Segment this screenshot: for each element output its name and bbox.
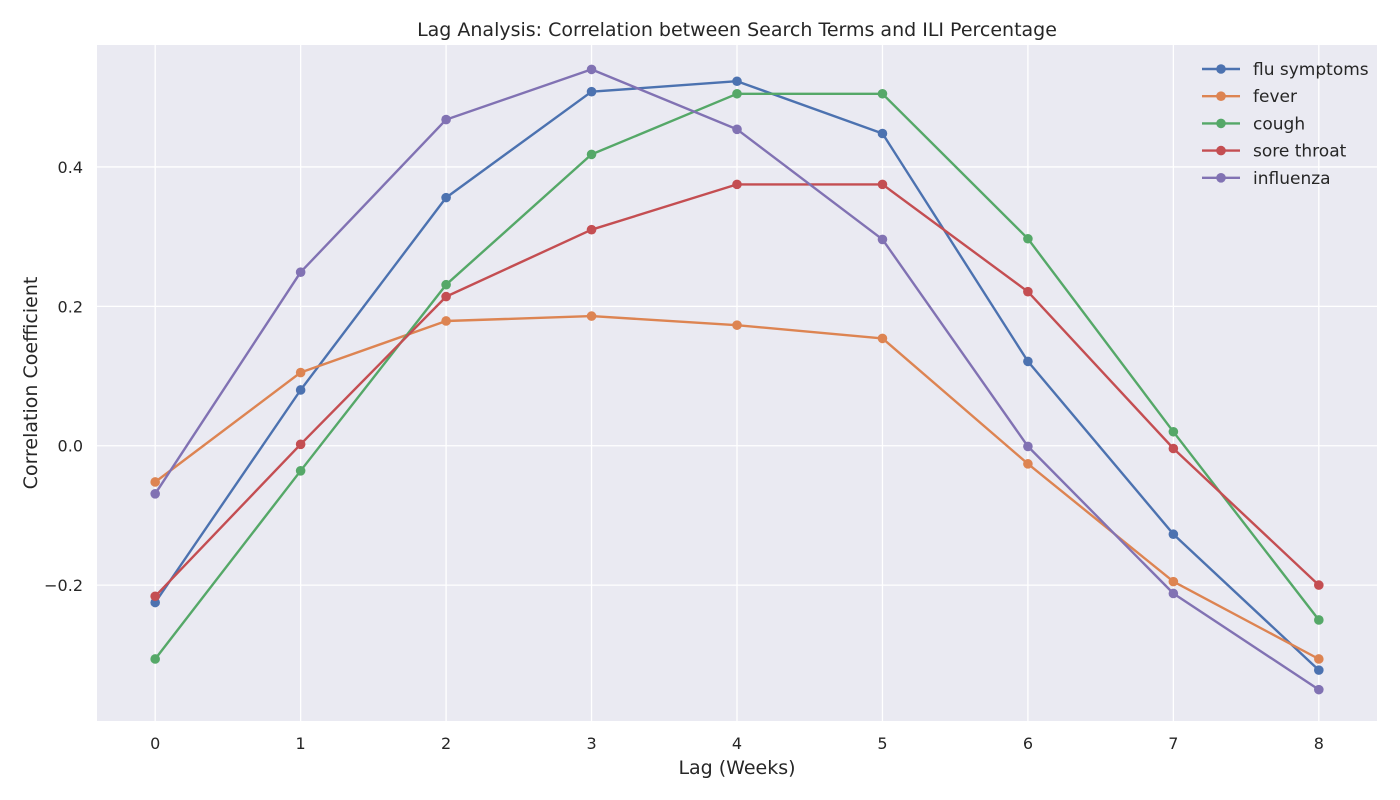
- data-point: [732, 124, 742, 135]
- data-point: [877, 333, 888, 344]
- legend-item: sore throat: [1202, 142, 1347, 162]
- data-point: [732, 320, 742, 330]
- series-cough: [150, 88, 1324, 664]
- data-point: [295, 267, 306, 277]
- data-point: [1023, 286, 1033, 297]
- legend-marker: [1216, 64, 1226, 74]
- legend-item: flu symptoms: [1202, 60, 1369, 80]
- data-point: [441, 279, 451, 290]
- data-point: [295, 367, 306, 378]
- data-point: [1168, 576, 1179, 587]
- legend-marker: [1216, 91, 1226, 101]
- data-point: [441, 291, 451, 302]
- data-point: [150, 477, 160, 487]
- data-point: [877, 128, 888, 139]
- data-point: [150, 591, 160, 602]
- y-tick-label: −0.2: [44, 576, 83, 595]
- legend-marker: [1216, 173, 1226, 183]
- x-tick-label: 5: [877, 734, 887, 753]
- y-axis-ticks: −0.2 0.0 0.2 0.4: [44, 158, 83, 595]
- x-tick-label: 8: [1314, 734, 1324, 753]
- y-tick-label: 0.4: [58, 158, 83, 177]
- series-flu-symptoms: [150, 76, 1324, 675]
- data-point: [732, 76, 742, 87]
- x-tick-label: 2: [441, 734, 451, 753]
- x-tick-label: 7: [1168, 734, 1178, 753]
- legend-label: influenza: [1253, 169, 1331, 189]
- legend-label: sore throat: [1253, 142, 1347, 162]
- legend-item: fever: [1202, 87, 1297, 107]
- data-point: [150, 654, 160, 664]
- data-point: [732, 88, 742, 99]
- data-point: [586, 149, 597, 160]
- series-fever: [150, 311, 1324, 664]
- data-point: [586, 64, 597, 75]
- data-point: [1168, 588, 1179, 599]
- data-point: [1168, 529, 1179, 540]
- x-tick-label: 1: [296, 734, 306, 753]
- data-point: [441, 192, 451, 203]
- data-point: [586, 224, 597, 235]
- legend-label: fever: [1253, 87, 1297, 107]
- legend-marker: [1216, 145, 1226, 156]
- x-axis-label: Lag (Weeks): [678, 757, 795, 779]
- grid-lines: [97, 45, 1377, 721]
- x-tick-label: 4: [732, 734, 742, 753]
- y-tick-label: 0.2: [58, 297, 83, 316]
- data-point: [150, 489, 160, 499]
- legend-marker: [1216, 118, 1226, 129]
- legend: flu symptoms fever cough sore throat influen…: [1202, 60, 1369, 189]
- chart-title: Lag Analysis: Correlation between Search…: [417, 19, 1057, 41]
- data-point: [1314, 665, 1324, 675]
- data-point: [1168, 426, 1179, 437]
- x-tick-label: 3: [586, 734, 596, 753]
- data-point: [1314, 580, 1324, 590]
- data-point: [441, 316, 451, 326]
- data-point: [877, 234, 888, 245]
- data-point: [295, 385, 306, 395]
- data-point: [877, 179, 888, 190]
- data-point: [1023, 233, 1033, 244]
- data-point: [295, 439, 306, 450]
- data-point: [1314, 615, 1324, 625]
- data-point: [1314, 684, 1324, 695]
- data-point: [877, 88, 888, 99]
- data-point: [441, 114, 451, 125]
- series-sore-throat: [150, 179, 1324, 602]
- series-influenza: [150, 64, 1324, 695]
- x-tick-label: 0: [150, 734, 160, 753]
- legend-item: influenza: [1202, 169, 1331, 189]
- data-point: [732, 179, 742, 190]
- legend-label: flu symptoms: [1253, 60, 1369, 80]
- y-axis-label: Correlation Coefficient: [20, 277, 42, 490]
- data-point: [1023, 356, 1033, 367]
- data-point: [1168, 443, 1179, 454]
- data-point: [1023, 459, 1033, 469]
- y-tick-label: 0.0: [58, 437, 83, 456]
- data-point: [586, 311, 597, 321]
- x-tick-label: 6: [1023, 734, 1033, 753]
- data-point: [1314, 654, 1324, 664]
- data-point: [1023, 441, 1033, 452]
- x-axis-ticks: 0 1 2 3 4 5 6 7 8: [150, 734, 1324, 753]
- legend-label: cough: [1253, 114, 1305, 134]
- legend-item: cough: [1202, 114, 1305, 134]
- series-lines: [150, 64, 1324, 695]
- data-point: [586, 86, 597, 97]
- data-point: [295, 466, 306, 476]
